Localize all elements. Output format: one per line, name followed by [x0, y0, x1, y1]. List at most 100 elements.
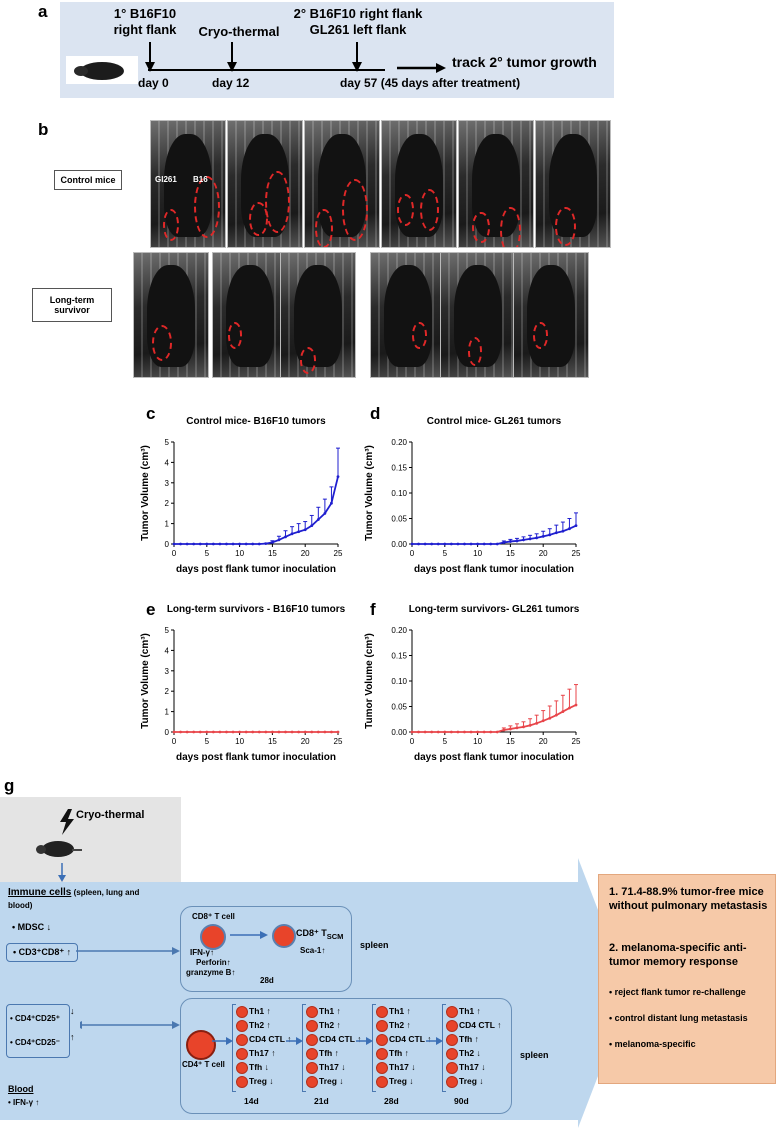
- cd4-subset-cell: [306, 1006, 318, 1018]
- data-point: [271, 730, 274, 734]
- data-point: [522, 538, 525, 542]
- outcome-2: 2. melanoma-specific anti-tumor memory r…: [609, 942, 747, 968]
- data-point: [185, 542, 189, 546]
- x-tick-label: 15: [506, 549, 515, 558]
- chart-title: Control mice- GL261 tumors: [427, 416, 562, 427]
- data-point: [509, 540, 512, 543]
- data-point: [535, 536, 539, 540]
- tumor-outline: [265, 171, 290, 234]
- cd4-subset-cell: [446, 1062, 458, 1074]
- data-point: [271, 540, 274, 544]
- data-point: [509, 727, 512, 731]
- data-point: [515, 539, 519, 543]
- sca1-label: Sca-1↑: [300, 946, 326, 955]
- x-tick-label: 20: [301, 549, 310, 558]
- chart-title: Long-term survivors - B16F10 tumors: [167, 604, 346, 615]
- chart-d: Control mice- GL261 tumors 0.00 0.05 0.10 0.…: [364, 416, 581, 575]
- data-point: [515, 726, 519, 730]
- event3-label: 2° B16F10 right flank GL261 left flank: [293, 6, 423, 37]
- data-point: [323, 512, 327, 515]
- tumor-outline: [555, 206, 576, 246]
- timepoint-day: 21d: [314, 1096, 329, 1106]
- data-point: [528, 537, 532, 541]
- data-point: [489, 730, 493, 734]
- x-tick-label: 0: [410, 549, 415, 558]
- data-point: [264, 542, 268, 545]
- x-tick-label: 20: [301, 737, 310, 746]
- data-point: [541, 534, 545, 538]
- timeline-panel: 1° B16F10 right flank Cryo-thermal 2° B16…: [60, 2, 614, 98]
- data-point: [218, 730, 222, 734]
- mouse-photo: [370, 252, 446, 378]
- data-point: [284, 730, 287, 734]
- timepoint-day: 90d: [454, 1096, 469, 1106]
- outcome-bullet-3: • melanoma-specific: [609, 1039, 696, 1049]
- data-point: [568, 527, 571, 531]
- series-line: [174, 476, 339, 545]
- day12-label: day 12: [212, 76, 250, 90]
- mouse-photo: [381, 120, 457, 248]
- data-point: [482, 730, 486, 734]
- spleen-label-1: spleen: [360, 940, 389, 950]
- cd4-subset-label: Treg ↓: [249, 1076, 274, 1086]
- data-point: [257, 730, 261, 734]
- cd8-arrow: [230, 931, 268, 939]
- cd4-subset-label: Th2 ↑: [319, 1020, 341, 1030]
- data-point: [179, 542, 182, 546]
- y-tick-label: 0.10: [391, 489, 407, 498]
- down-arrow: [58, 863, 66, 882]
- cd4-subset-cell: [446, 1034, 458, 1046]
- tumor-outline: [533, 322, 548, 349]
- cd4-subset-cell: [306, 1076, 318, 1088]
- data-point: [185, 730, 189, 734]
- cd4-subset-label: CD4 CTL ↑: [389, 1034, 432, 1044]
- data-point: [277, 730, 281, 734]
- chart-title: Control mice- B16F10 tumors: [186, 416, 326, 427]
- cd4cd25p-item: • CD4⁺CD25⁺: [10, 1014, 60, 1023]
- chart-title: Long-term survivors- GL261 tumors: [409, 604, 580, 615]
- data-point: [449, 730, 453, 734]
- y-tick-label: 1: [165, 520, 170, 529]
- timepoint-day: 14d: [244, 1096, 259, 1106]
- x-tick-label: 10: [473, 737, 482, 746]
- y-tick-label: 4: [165, 646, 170, 655]
- tumor-outline: [396, 194, 415, 226]
- y-tick-label: 4: [165, 458, 170, 467]
- y-tick-label: 5: [165, 438, 170, 447]
- timepoint-bracket: [302, 1004, 306, 1092]
- data-point: [198, 542, 202, 546]
- x-tick-label: 15: [268, 549, 277, 558]
- timepoint-arrow: [426, 1037, 443, 1045]
- x-tick-label: 0: [410, 737, 415, 746]
- data-point: [476, 542, 479, 546]
- data-point: [410, 542, 414, 546]
- x-tick-label: 5: [443, 737, 448, 746]
- blood-ifn: • IFN-γ ↑: [8, 1098, 40, 1107]
- x-tick-label: 25: [572, 737, 581, 746]
- cd4-subset-cell: [306, 1048, 318, 1060]
- x-axis-label: days post flank tumor inoculation: [176, 752, 336, 763]
- data-point: [456, 730, 460, 734]
- data-point: [417, 730, 420, 734]
- cd4-connector: [80, 1021, 180, 1029]
- data-point: [205, 730, 209, 734]
- data-point: [522, 725, 525, 729]
- tumor-outline: [227, 322, 243, 349]
- data-point: [430, 542, 434, 546]
- event2-label: Cryo-thermal: [198, 24, 280, 39]
- data-point: [297, 530, 301, 534]
- data-point: [310, 730, 314, 734]
- y-tick-label: 0.20: [391, 626, 407, 635]
- tumor-outline: [315, 209, 333, 247]
- treatment-box: Cryo-thermal: [0, 797, 181, 882]
- cd4-subset-label: Th2 ↑: [389, 1020, 411, 1030]
- mdsc-item: • MDSC ↓: [12, 922, 52, 932]
- cd8-ifn: IFN-γ↑: [190, 948, 214, 957]
- cd4cd25n-arrow: ↑: [70, 1032, 75, 1042]
- data-point: [574, 524, 578, 528]
- data-point: [449, 542, 453, 546]
- data-point: [568, 706, 571, 710]
- cd4-subset-cell: [376, 1006, 388, 1018]
- cd8-title: CD8⁺ T cell: [192, 912, 235, 921]
- control-mice-label: Control mice: [54, 170, 122, 190]
